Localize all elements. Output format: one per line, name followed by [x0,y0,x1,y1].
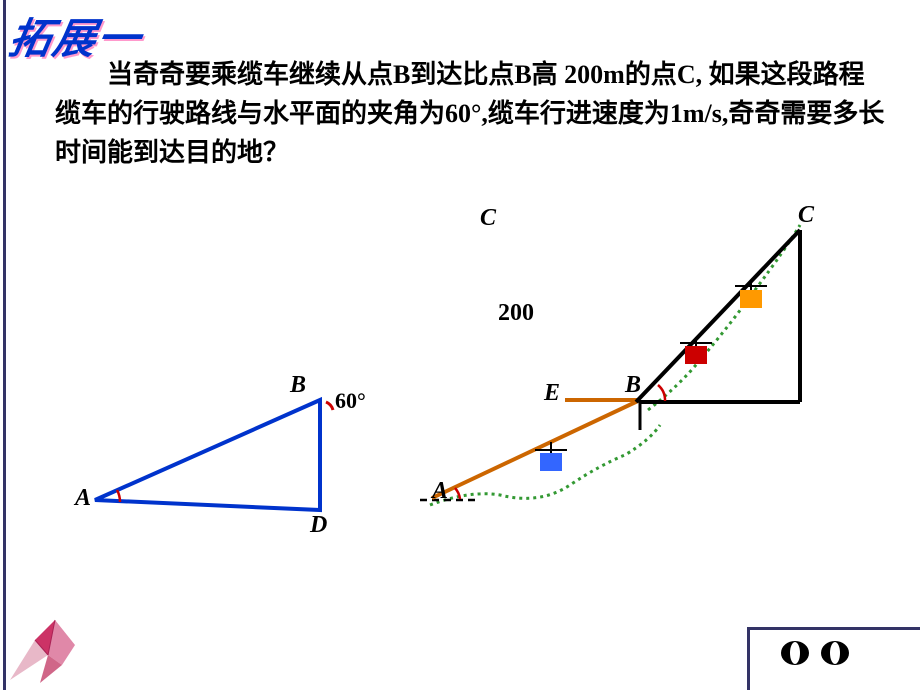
label-a-right: A [432,478,448,505]
label-c-right: C [798,202,814,229]
slope-bc [636,230,800,402]
label-e: E [544,380,560,407]
right-diagram-svg [0,210,920,610]
label-c-top: C [480,205,496,232]
problem-statement: 当奇奇要乘缆车继续从点B到达比点B高 200m的点C, 如果这段路程缆车的行驶路… [55,55,890,172]
angle-arc-b-right [658,385,665,401]
corner-shapes-icon [775,635,865,678]
cable-car-blue [540,453,562,471]
cable-car-orange [740,290,762,308]
diagram-container: A B D 60° [0,210,920,590]
label-200: 200 [498,300,534,327]
origami-crane-icon [0,605,95,690]
label-b-right: B [625,372,641,399]
cable-car-red [685,346,707,364]
